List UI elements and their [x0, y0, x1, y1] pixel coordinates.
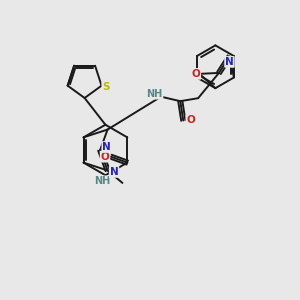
Text: O: O [191, 69, 200, 79]
Text: NH: NH [94, 176, 110, 186]
Text: N: N [102, 142, 111, 152]
Text: N: N [110, 167, 118, 177]
Text: N: N [225, 57, 234, 67]
Text: O: O [186, 116, 195, 125]
Text: S: S [102, 82, 110, 92]
Text: NH: NH [146, 89, 163, 99]
Text: O: O [100, 152, 109, 162]
